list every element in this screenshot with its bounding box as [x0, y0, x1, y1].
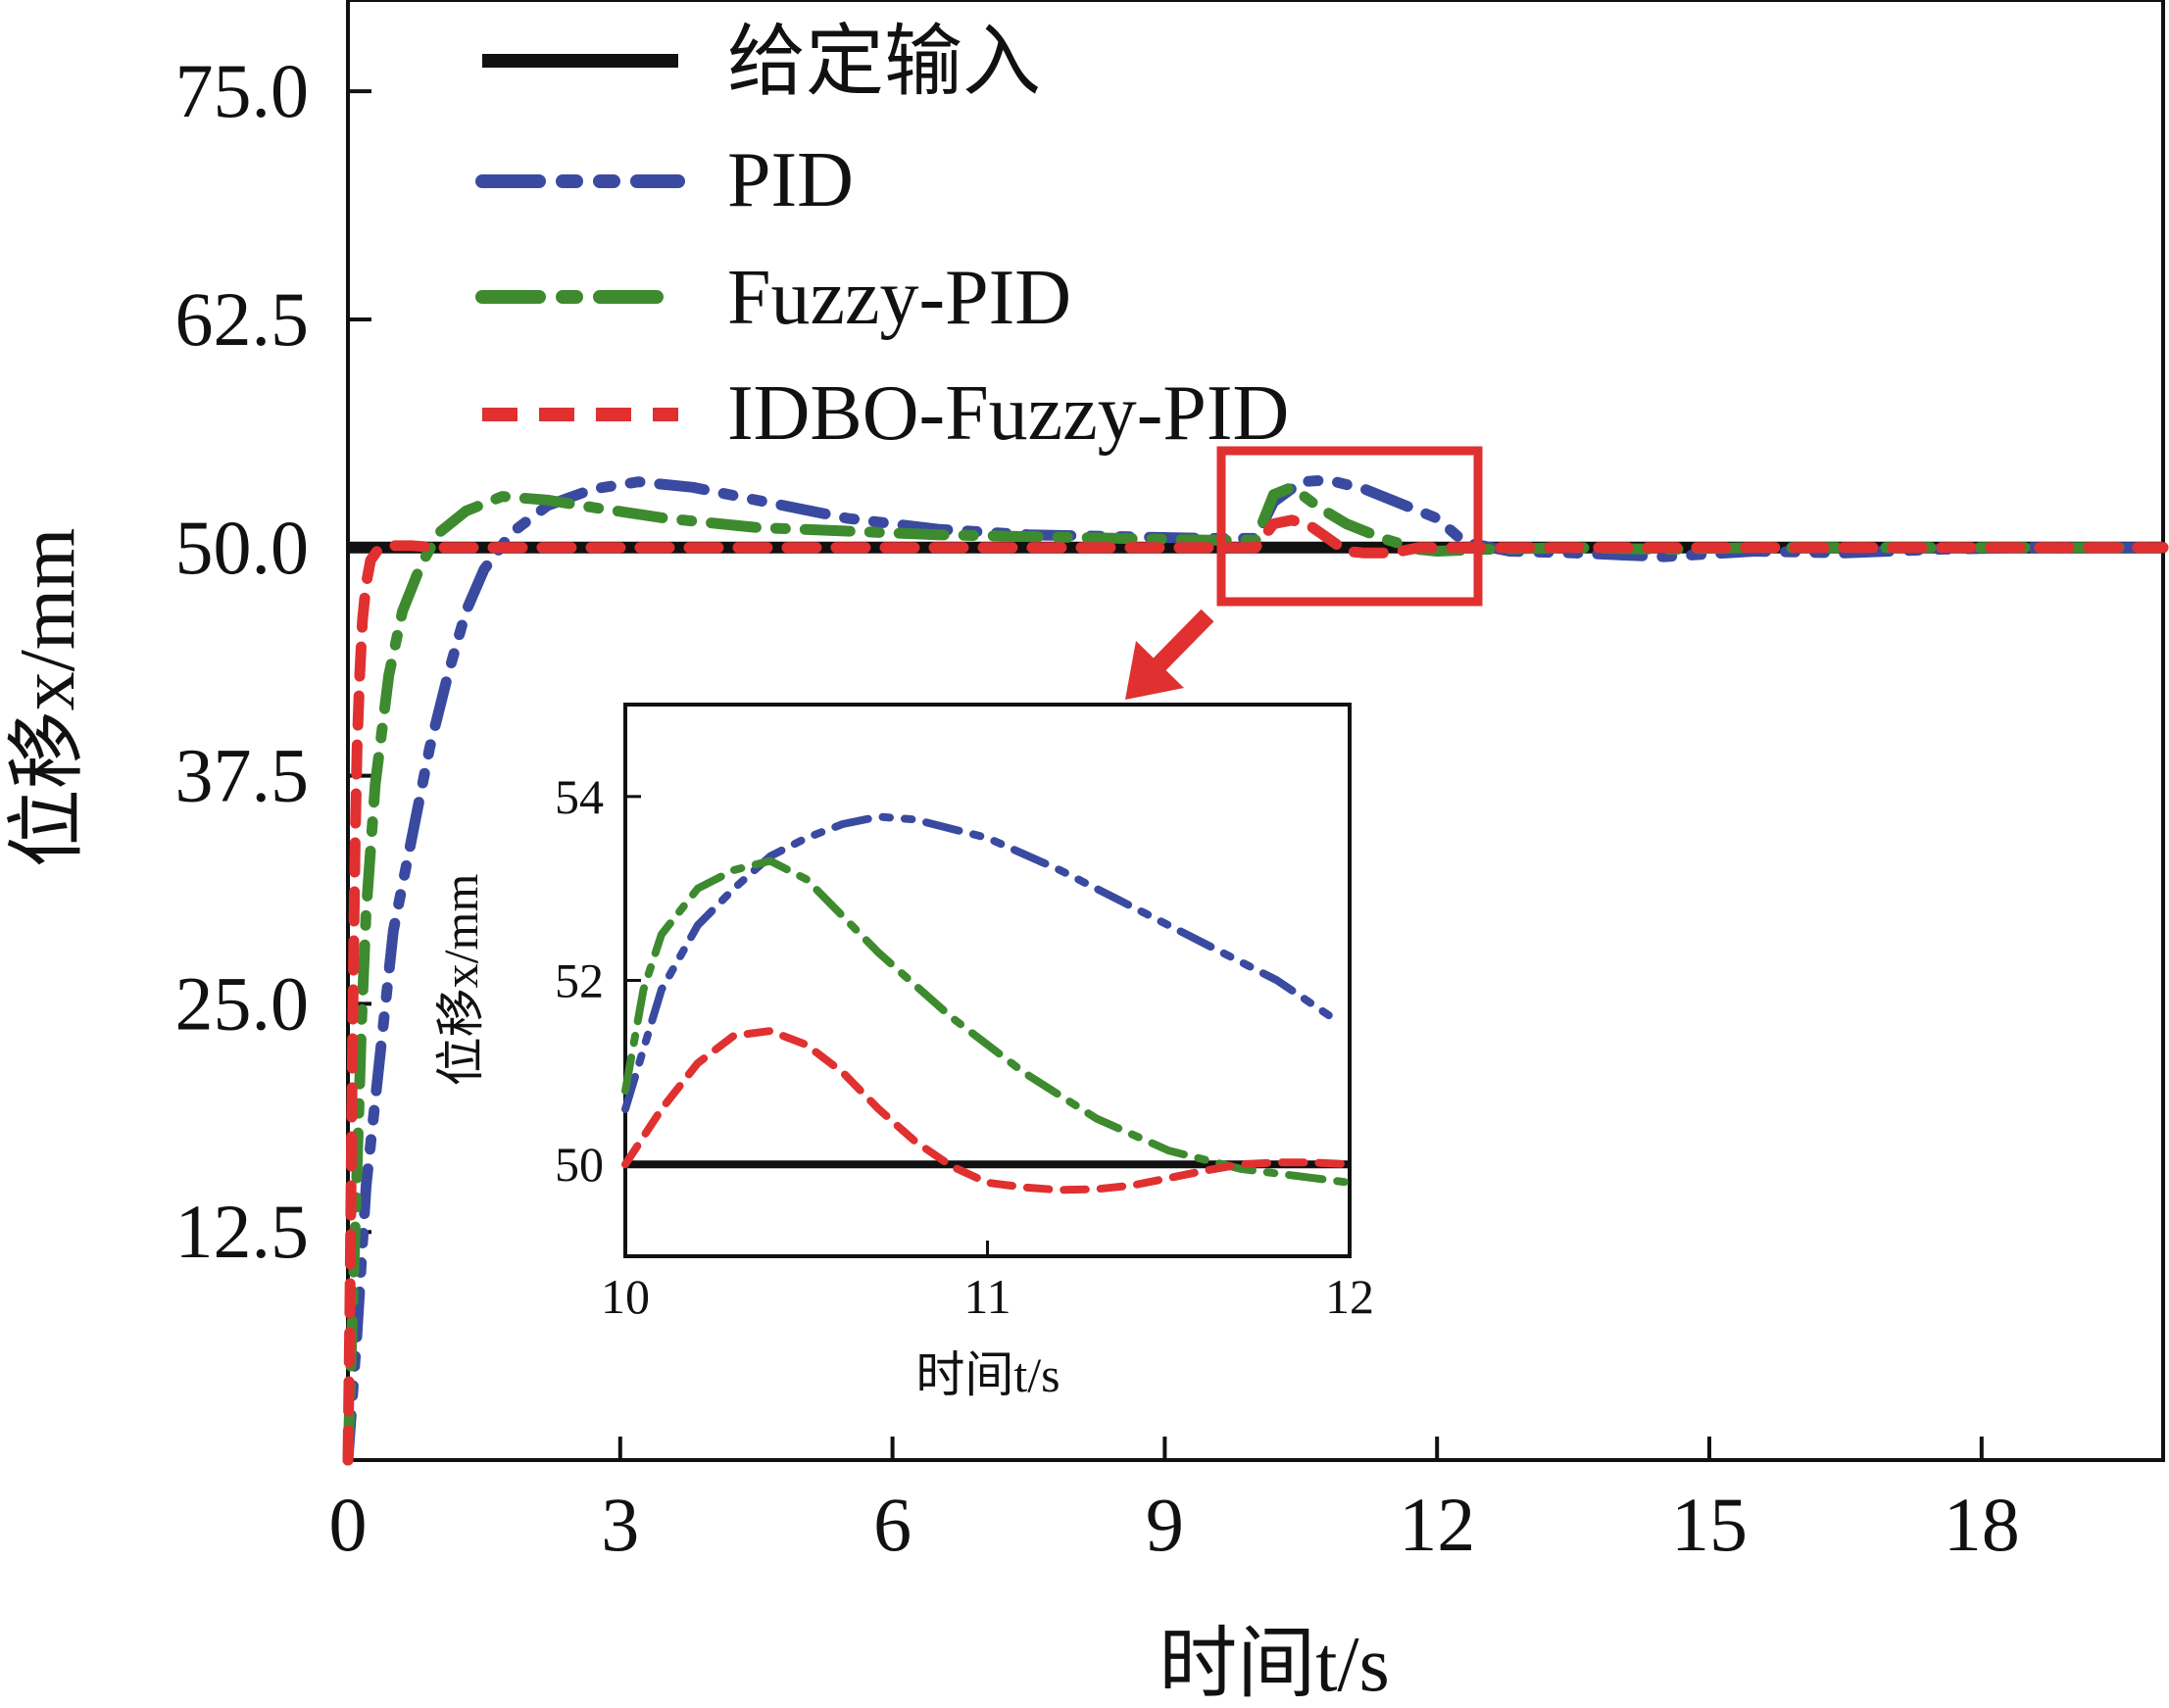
inset-series-line-pid — [621, 812, 1336, 1113]
x-tick-label: 3 — [601, 1482, 639, 1567]
legend-label-pid: PID — [727, 137, 854, 223]
inset-series — [621, 812, 1354, 1195]
y-tick-label: 25.0 — [175, 960, 310, 1046]
legend: 给定输入 PID Fuzzy-PID IDBO-Fuzzy-PID — [475, 20, 1289, 457]
legend-label-idbo-fuzzy-pid: IDBO-Fuzzy-PID — [727, 370, 1289, 457]
inset-y-axis-title: 位移x/mm — [433, 874, 488, 1087]
x-tick-label: 12 — [1399, 1482, 1475, 1567]
x-tick-label: 15 — [1671, 1482, 1748, 1567]
inset-x-tick-label: 10 — [601, 1269, 650, 1324]
y-tick-label: 75.0 — [175, 48, 310, 133]
inset-frame — [623, 703, 1352, 1258]
legend-label-input: 给定输入 — [727, 20, 1041, 106]
inset-x-axis-title: 时间t/s — [915, 1347, 1060, 1402]
x-tick-label: 0 — [329, 1482, 368, 1567]
main-axes: 0 3 6 9 12 15 18 12.5 25.0 37.5 50.0 62.5 75.0 — [175, 48, 2020, 1567]
plot-frame — [346, 0, 2165, 1462]
main-series — [342, 474, 2169, 1466]
y-tick-label: 12.5 — [175, 1189, 310, 1274]
inset-y-tick-label: 54 — [555, 769, 604, 824]
inset-y-tick-label: 50 — [555, 1137, 604, 1192]
zoom-highlight-box — [1216, 446, 1483, 607]
y-axis-title: 位移x/mm — [5, 528, 91, 868]
x-tick-label: 6 — [873, 1482, 912, 1567]
inset-axes: 10 11 12 50 52 54 — [555, 769, 1374, 1324]
y-tick-label: 50.0 — [175, 505, 310, 590]
y-tick-label: 37.5 — [175, 733, 310, 818]
inset-series-line-idbo-fuzzy-pid — [621, 1027, 1354, 1195]
x-axis-title: 时间t/s — [1158, 1622, 1390, 1708]
inset-x-tick-label: 11 — [963, 1269, 1011, 1324]
inset-x-tick-label: 12 — [1325, 1269, 1374, 1324]
x-tick-label: 9 — [1146, 1482, 1184, 1567]
legend-label-fuzzy-pid: Fuzzy-PID — [727, 255, 1071, 341]
y-tick-label: 62.5 — [175, 276, 310, 362]
inset-series-line-fuzzy-pid — [621, 856, 1354, 1187]
inset-y-tick-label: 52 — [555, 953, 604, 1008]
series-line-idbo-fuzzy-pid — [342, 514, 2169, 1466]
zoom-arrow — [1125, 609, 1214, 700]
x-tick-label: 18 — [1944, 1482, 2020, 1567]
